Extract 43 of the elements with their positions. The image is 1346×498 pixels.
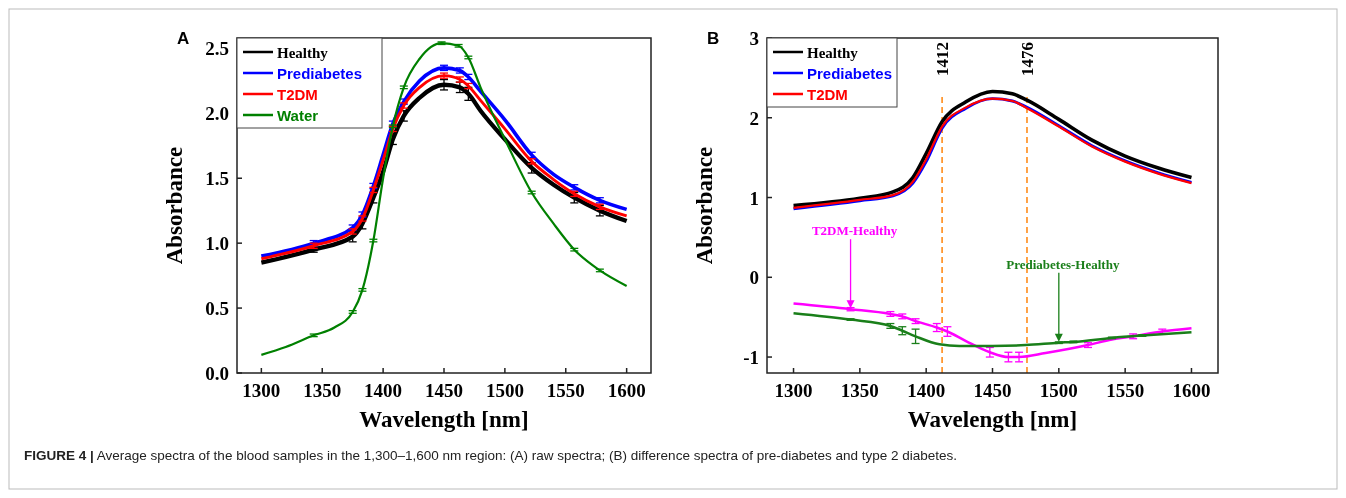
x-tick-label: 1600 [607,380,646,401]
x-tick-label: 1400 [907,380,946,401]
x-tick-label: 1550 [546,380,585,401]
y-tick-label: -1 [743,347,759,369]
x-tick-label: 1450 [973,380,1012,401]
legend-label: Water [277,107,319,124]
x-tick-label: 1500 [1039,380,1078,401]
chart-title: B [707,29,720,48]
ref-line-label: 1412 [933,42,953,76]
y-tick-label: 0 [749,267,759,289]
x-tick-label: 1500 [485,380,524,401]
x-axis-title: Wavelength [nm] [907,407,1078,432]
y-tick-label: 2.5 [205,38,229,60]
legend-label: Healthy [277,45,329,61]
annotation: Prediabetes-Healthy [1006,256,1120,272]
x-tick-label: 1400 [364,380,403,401]
y-tick-label: 1.5 [205,168,229,190]
y-tick-label: 1 [749,187,759,209]
y-axis-title: Absorbance [162,146,187,265]
caption: FIGURE 4 | Average spectra of the blood samples in the 1,300–1,600 nm region: (A) raw spectra; (B) difference spectra of pre-diabetes and type 2 diabetes. [24,448,958,463]
x-tick-label: 1350 [303,380,342,401]
chart-title: A [177,29,190,48]
legend-label: Healthy [807,45,859,61]
legend-label: T2DM [807,86,848,103]
legend-label: Prediabetes [807,65,893,82]
y-axis-title: Absorbance [692,146,717,265]
y-tick-label: 1.0 [205,233,229,255]
x-tick-label: 1300 [242,380,281,401]
y-tick-label: 2.0 [205,103,229,125]
y-tick-label: 2 [749,107,759,129]
legend-label: Prediabetes [277,65,363,82]
annotation: T2DM-Healthy [811,223,898,239]
legend-label: T2DM [277,86,318,103]
x-tick-label: 1600 [1172,380,1211,401]
x-tick-label: 1350 [840,380,879,401]
y-tick-label: 3 [749,28,759,49]
x-axis-title: Wavelength [nm] [359,407,529,432]
x-tick-label: 1300 [774,380,813,401]
ref-line-label: 1476 [1017,42,1037,76]
y-tick-label: 0.5 [205,298,229,320]
x-tick-label: 1450 [425,380,463,401]
y-tick-label: 0.0 [205,363,229,384]
x-tick-label: 1550 [1106,380,1145,401]
